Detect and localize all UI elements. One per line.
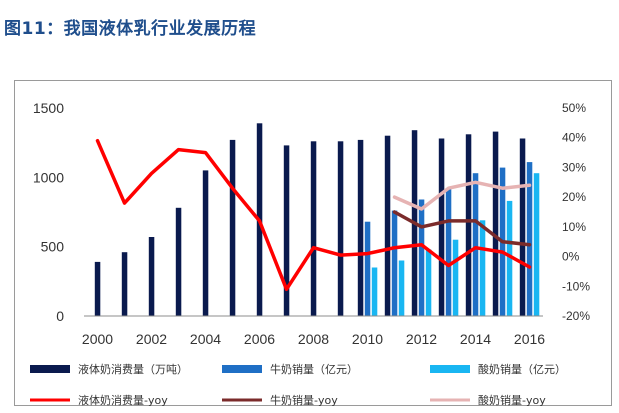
legend-milk-yoy-label: 牛奶销量-yoy bbox=[270, 393, 338, 407]
legend-yogurt-yoy-label: 酸奶销量-yoy bbox=[478, 393, 546, 407]
left-tick-label: 0 bbox=[56, 308, 64, 324]
liquid-bar-2003 bbox=[175, 207, 182, 316]
legend-liquid-bar-swatch bbox=[30, 365, 70, 373]
yogurt-bar-2014 bbox=[479, 220, 486, 316]
left-tick-label: 1000 bbox=[33, 169, 64, 185]
liquid-bar-2014 bbox=[465, 134, 472, 316]
milk-bar-2013 bbox=[445, 188, 452, 316]
yogurt-bar-2016 bbox=[533, 173, 540, 316]
x-tick-label: 2010 bbox=[352, 331, 383, 347]
milk-bar-2014 bbox=[472, 173, 479, 316]
x-tick-label: 2012 bbox=[406, 331, 437, 347]
left-tick-label: 500 bbox=[41, 239, 65, 255]
yogurt-bar-2010 bbox=[371, 267, 378, 316]
chart-title: 图11：我国液体乳行业发展历程 bbox=[4, 19, 257, 39]
liquid-yoy-line bbox=[95, 138, 532, 292]
milk-bar-2011 bbox=[391, 210, 398, 316]
legend-yogurt-bar-label: 酸奶销量（亿元） bbox=[478, 362, 566, 376]
legend-milk-bar-label: 牛奶销量（亿元） bbox=[270, 362, 358, 376]
liquid-bar-2016 bbox=[519, 138, 526, 316]
yogurt-yoy-line bbox=[392, 180, 532, 211]
x-tick-label: 2004 bbox=[190, 331, 221, 347]
yogurt-bar-2013 bbox=[452, 239, 459, 316]
liquid-bar-2008 bbox=[310, 141, 317, 316]
legend-milk-bar-swatch bbox=[222, 365, 262, 373]
right-tick-label: 10% bbox=[562, 220, 586, 234]
chart-frame bbox=[14, 80, 612, 406]
liquid-bar-2005 bbox=[229, 139, 236, 316]
yogurt-bar-2015 bbox=[506, 200, 513, 316]
liquid-bar-2007 bbox=[283, 145, 290, 316]
axes-layer: 0 500 1000 1500 -20% -10% 0% 10% 20% 30% 40% 50% 200… bbox=[33, 100, 591, 347]
liquid-bar-2013 bbox=[438, 138, 445, 316]
liquid-bar-2002 bbox=[148, 237, 155, 316]
right-tick-label: 50% bbox=[562, 101, 586, 115]
right-tick-label: 30% bbox=[562, 160, 586, 174]
liquid-bar-2000 bbox=[94, 261, 101, 316]
lines-layer bbox=[95, 138, 532, 292]
right-tick-label: 0% bbox=[562, 250, 580, 264]
x-tick-label: 2014 bbox=[460, 331, 491, 347]
right-tick-label: -20% bbox=[562, 309, 590, 323]
x-tick-label: 2008 bbox=[298, 331, 329, 347]
legend-liquid-bar: 液体奶消费量（万吨） bbox=[30, 362, 188, 376]
liquid-bar-2010 bbox=[357, 139, 364, 316]
yogurt-bar-2011 bbox=[398, 260, 405, 316]
liquid-bar-2004 bbox=[202, 170, 209, 316]
milk-bar-2010 bbox=[364, 221, 371, 316]
legend-yogurt-bar: 酸奶销量（亿元） bbox=[430, 362, 566, 376]
milk-bar-2016 bbox=[526, 162, 533, 316]
liquid-bar-2011 bbox=[384, 135, 391, 316]
legend-milk-yoy: 牛奶销量-yoy bbox=[222, 393, 338, 407]
legend-liquid-bar-label: 液体奶消费量（万吨） bbox=[78, 362, 188, 376]
legend-yogurt-bar-swatch bbox=[430, 365, 470, 373]
right-tick-label: 40% bbox=[562, 131, 586, 145]
x-tick-label: 2016 bbox=[514, 331, 545, 347]
legend-liquid-yoy: 液体奶消费量-yoy bbox=[30, 393, 168, 407]
x-tick-label: 2002 bbox=[136, 331, 167, 347]
liquid-bar-2009 bbox=[337, 141, 344, 316]
liquid-bar-2001 bbox=[121, 252, 128, 316]
right-tick-label: -10% bbox=[562, 279, 590, 293]
legend-yogurt-yoy: 酸奶销量-yoy bbox=[430, 393, 546, 407]
x-tick-label: 2006 bbox=[244, 331, 275, 347]
milk-bar-2012 bbox=[418, 199, 425, 316]
legend-milk-bar: 牛奶销量（亿元） bbox=[222, 362, 358, 376]
right-tick-label: 20% bbox=[562, 190, 586, 204]
x-tick-label: 2000 bbox=[82, 331, 113, 347]
yogurt-bar-2012 bbox=[425, 249, 432, 316]
liquid-bar-2015 bbox=[492, 131, 499, 316]
legend-layer: 液体奶消费量（万吨） 牛奶销量（亿元） 酸奶销量（亿元） 液体奶消费量-yoy 牛奶销量… bbox=[30, 362, 566, 407]
left-tick-label: 1500 bbox=[33, 100, 64, 116]
legend-liquid-yoy-label: 液体奶消费量-yoy bbox=[78, 393, 168, 407]
milk-yoy-line bbox=[392, 210, 532, 247]
